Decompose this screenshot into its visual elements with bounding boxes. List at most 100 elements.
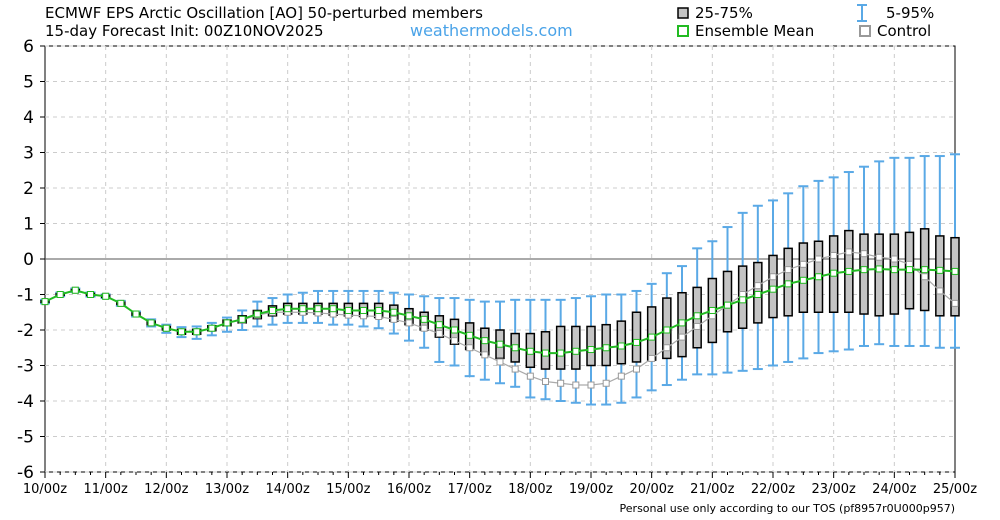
box: [586, 325, 596, 367]
control-point: [784, 266, 792, 274]
mean-point: [299, 305, 307, 313]
mean-point: [41, 298, 49, 306]
legend-label: 5-95%: [886, 4, 934, 22]
control-point: [951, 299, 959, 307]
x-tick-label: 14/00z: [266, 482, 310, 497]
mean-point: [845, 267, 853, 275]
control-point: [663, 344, 671, 352]
x-tick-label: 12/00z: [144, 482, 188, 497]
mean-point: [162, 324, 170, 332]
control-point: [921, 273, 929, 281]
mean-point: [344, 306, 352, 314]
mean-point: [466, 331, 474, 339]
legend-label: Ensemble Mean: [695, 22, 814, 40]
control-point: [587, 381, 595, 389]
mean-point: [147, 319, 155, 327]
x-tick-label: 23/00z: [812, 482, 856, 497]
box: [859, 233, 869, 315]
mean-point: [178, 328, 185, 336]
control-point: [481, 351, 489, 359]
box: [950, 236, 960, 317]
control-point: [936, 287, 944, 295]
control-point: [875, 253, 883, 261]
mean-point: [708, 306, 716, 314]
mean-point: [526, 347, 534, 355]
mean-point: [602, 344, 610, 352]
legend-label: Control: [877, 22, 931, 40]
box: [889, 233, 900, 315]
y-tick-label: 2: [23, 179, 34, 199]
control-point: [375, 313, 383, 321]
mean-point: [693, 312, 701, 320]
mean-point: [496, 340, 504, 348]
box: [722, 270, 733, 333]
x-tick-label: 18/00z: [508, 482, 552, 497]
control-point: [451, 337, 458, 345]
mean-point: [435, 321, 443, 329]
mean-point: [830, 269, 838, 277]
control-point: [754, 282, 762, 290]
x-tick-label: 11/00z: [84, 482, 128, 497]
x-tick-label: 21/00z: [690, 482, 734, 497]
chart-title: ECMWF EPS Arctic Oscillation [AO] 50-per…: [45, 4, 483, 22]
y-tick-label: 3: [23, 144, 34, 164]
mean-point: [678, 319, 686, 327]
control-point: [572, 381, 580, 389]
box: [571, 325, 581, 370]
x-tick-label: 19/00z: [569, 482, 613, 497]
y-tick-label: 0: [23, 250, 34, 270]
mean-point: [481, 337, 489, 345]
mean-point: [648, 333, 656, 341]
control-point: [845, 248, 853, 256]
control-point: [542, 377, 549, 385]
mean-point: [724, 301, 731, 309]
mean-point: [633, 338, 640, 346]
legend-box-icon: [677, 7, 689, 19]
control-point: [617, 372, 625, 380]
box: [555, 325, 566, 370]
mean-point: [936, 266, 944, 274]
mean-point: [56, 291, 64, 298]
mean-point: [375, 306, 383, 314]
box: [616, 320, 627, 365]
box: [631, 311, 642, 363]
x-tick-label: 22/00z: [751, 482, 795, 497]
control-point: [678, 333, 686, 341]
mean-point: [739, 296, 747, 304]
mean-point: [921, 266, 929, 274]
mean-point: [815, 273, 822, 281]
control-point: [693, 322, 701, 330]
x-tick-label: 25/00z: [933, 482, 977, 497]
x-tick-label: 20/00z: [630, 482, 674, 497]
legend-mean-icon: [677, 25, 689, 37]
y-tick-label: -6: [17, 463, 34, 483]
mean-point: [284, 305, 292, 313]
x-tick-label: 24/00z: [872, 482, 916, 497]
y-tick-label: -2: [17, 321, 34, 341]
x-tick-label: 16/00z: [387, 482, 431, 497]
footer: Personal use only according to our TOS (…: [620, 502, 955, 515]
mean-point: [542, 349, 549, 357]
mean-point: [572, 347, 580, 355]
mean-point: [405, 312, 413, 320]
control-point: [405, 319, 413, 327]
mean-point: [71, 286, 79, 294]
mean-point: [238, 315, 246, 323]
mean-point: [769, 285, 777, 293]
mean-point: [117, 299, 125, 307]
chart-subtitle: 15-day Forecast Init: 00Z10NOV2025: [45, 22, 324, 40]
box: [646, 306, 657, 361]
mean-point: [511, 344, 519, 352]
control-point: [769, 273, 777, 281]
control-point: [466, 344, 474, 352]
mean-point: [102, 292, 110, 300]
box: [874, 233, 884, 317]
control-point: [390, 315, 398, 323]
control-point: [860, 250, 868, 258]
mean-point: [253, 310, 261, 318]
mean-point: [906, 266, 913, 274]
mean-point: [420, 315, 428, 323]
legend-label: 25-75%: [695, 4, 753, 22]
mean-point: [314, 305, 322, 313]
